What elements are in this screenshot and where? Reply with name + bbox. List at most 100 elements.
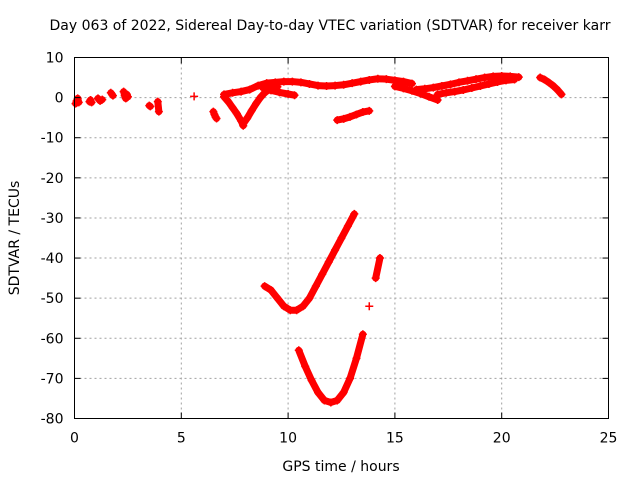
series-band-3 (390, 82, 442, 105)
data-point (294, 346, 303, 355)
data-point (420, 84, 429, 93)
series-segment (346, 354, 360, 382)
x-tick-label: 5 (177, 431, 186, 447)
data-point (212, 114, 221, 123)
data-point (296, 78, 305, 87)
data-point (350, 209, 359, 218)
data-point (273, 294, 282, 303)
data-point (279, 77, 288, 86)
series-early-a (71, 94, 83, 108)
series-dip-12 (333, 106, 374, 125)
data-point (237, 87, 246, 96)
y-tick-label: 10 (46, 51, 64, 67)
data-point (365, 106, 374, 115)
data-point (365, 75, 374, 84)
data-point (108, 91, 117, 100)
series-early-d (106, 88, 117, 100)
data-point (365, 302, 374, 311)
data-point (98, 95, 107, 104)
chart-title: Day 063 of 2022, Sidereal Day-to-day VTE… (50, 18, 611, 34)
data-point (476, 81, 485, 90)
data-point (260, 282, 269, 291)
data-point (337, 234, 346, 242)
x-tick-label: 0 (70, 431, 79, 447)
data-point (256, 93, 265, 102)
data-point (339, 388, 348, 397)
data-point (343, 221, 352, 230)
data-point (228, 88, 237, 97)
data-point (314, 81, 323, 90)
data-point (299, 302, 308, 311)
data-point (267, 86, 276, 95)
y-tick-label: -50 (41, 291, 64, 307)
series-early-h (190, 92, 199, 101)
y-tick-label: -60 (41, 331, 64, 347)
data-point (87, 98, 96, 107)
data-point (407, 79, 416, 88)
data-point (252, 99, 261, 108)
data-point (314, 388, 323, 397)
y-tick-label: -80 (41, 412, 64, 428)
y-tick-label: 0 (55, 91, 64, 107)
data-point (326, 398, 335, 407)
series-early-f (145, 101, 155, 111)
data-point (288, 77, 297, 86)
data-point (239, 119, 248, 128)
data-point (228, 103, 237, 112)
data-point (454, 78, 463, 87)
data-point (243, 113, 252, 122)
data-point (271, 78, 280, 87)
data-point (307, 376, 316, 385)
series-curve-a (260, 209, 359, 315)
x-tick-label: 25 (600, 431, 618, 447)
data-point (510, 75, 519, 84)
data-point (190, 92, 199, 101)
data-point (348, 79, 357, 88)
data-point (375, 254, 384, 263)
data-point (245, 85, 254, 94)
data-point (220, 90, 229, 99)
data-point (433, 90, 442, 99)
data-point (322, 81, 331, 90)
data-point (211, 112, 220, 121)
x-tick-label: 10 (279, 431, 297, 447)
data-point (339, 114, 348, 123)
marks-layer (71, 71, 566, 407)
series-segment (352, 330, 367, 362)
data-point (258, 83, 267, 92)
data-point (320, 396, 329, 405)
series-early-c (93, 94, 107, 105)
data-point (437, 81, 446, 90)
series-late (536, 73, 566, 99)
data-point (146, 102, 155, 111)
data-point (123, 92, 132, 101)
y-tick-label: -40 (41, 251, 64, 267)
data-point (356, 77, 365, 86)
ticks-layer: 0 5 10 15 20 25 10 0 -10 -20 -30 -40 -50 -60 -70 -80 (41, 51, 618, 447)
data-point (425, 92, 434, 101)
data-point (352, 354, 361, 363)
x-axis-title: GPS time / hours (282, 459, 399, 475)
data-point (399, 77, 408, 86)
data-point (467, 83, 476, 92)
data-point (279, 302, 288, 311)
data-point (339, 80, 348, 89)
data-point (290, 91, 299, 100)
data-point (390, 82, 399, 91)
data-point (346, 374, 355, 383)
series-band-5 (433, 75, 519, 99)
data-point (493, 77, 502, 86)
data-point (446, 80, 455, 89)
x-tick-label: 20 (493, 431, 511, 447)
data-point (267, 286, 276, 295)
data-point (442, 88, 451, 97)
series-early-e (119, 87, 132, 103)
data-point (318, 270, 327, 279)
data-point (305, 79, 314, 88)
data-point (224, 97, 233, 106)
x-tick-label: 15 (386, 431, 404, 447)
data-point (305, 294, 314, 303)
data-point (557, 90, 566, 99)
data-point (73, 94, 82, 103)
data-point (553, 85, 562, 94)
